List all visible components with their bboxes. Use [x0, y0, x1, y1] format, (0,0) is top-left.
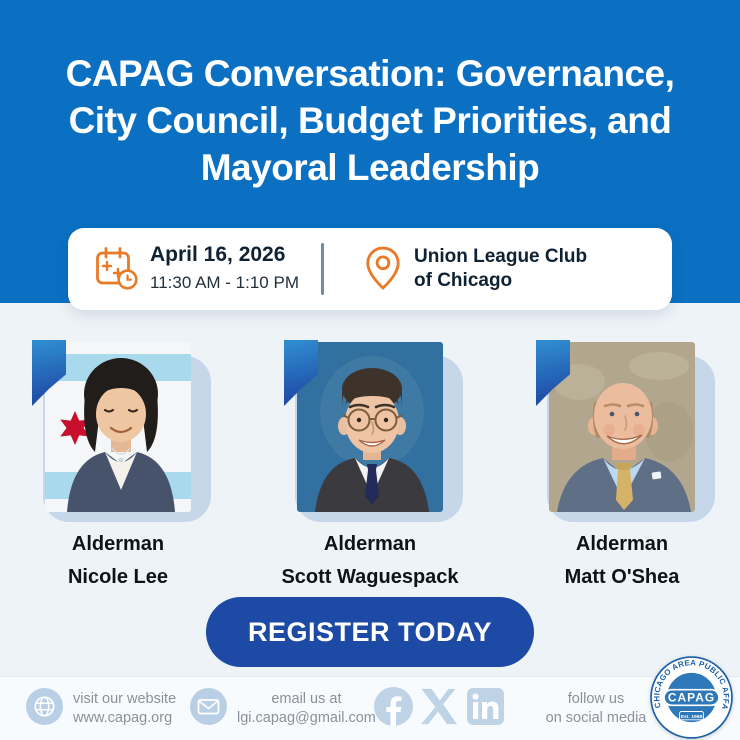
email-text: email us at lgi.capag@gmail.com	[237, 691, 376, 726]
info-divider	[321, 243, 324, 295]
facebook-icon[interactable]	[374, 687, 413, 731]
website-text: visit our website www.capag.org	[73, 691, 177, 726]
speaker-name: Alderman Matt O'Shea	[564, 533, 680, 588]
footer-bar: visit our website www.capag.org email us…	[0, 649, 740, 740]
photo-frame	[32, 340, 211, 522]
speaker-card-matt-oshea: Alderman Matt O'Shea	[512, 340, 732, 594]
speaker-photo	[549, 342, 695, 512]
speaker-photo	[297, 342, 443, 512]
email-link[interactable]: email us at lgi.capag@gmail.com	[190, 677, 376, 740]
calendar-clock-icon	[94, 246, 140, 297]
globe-icon	[26, 688, 63, 730]
envelope-icon	[190, 688, 227, 730]
location-pin-icon	[364, 245, 402, 296]
speaker-card-scott-waguespack: Alderman Scott Waguespack	[260, 340, 480, 594]
speaker-card-nicole-lee: Alderman Nicole Lee	[8, 340, 228, 594]
photo-frame	[284, 340, 463, 522]
event-time: 11:30 AM - 1:10 PM	[150, 273, 299, 292]
speaker-photo	[45, 342, 191, 512]
linkedin-icon[interactable]	[467, 688, 504, 730]
follow-us-text: follow us on social media	[545, 691, 647, 726]
event-info-card: April 16, 2026 11:30 AM - 1:10 PM Union …	[68, 228, 672, 310]
event-venue: Union League Club of Chicago	[414, 246, 588, 291]
logo-est-text: Est. 1968	[681, 714, 703, 720]
photo-frame	[536, 340, 715, 522]
x-icon[interactable]	[420, 688, 460, 730]
speaker-name: Alderman Nicole Lee	[67, 533, 169, 588]
logo-center-text: CAPAG	[668, 691, 715, 705]
title-line-1: CAPAG Conversation: Governance,	[65, 53, 675, 94]
event-title: CAPAG Conversation: Governance, City Cou…	[0, 50, 740, 191]
capag-logo: CHICAGO AREA PUBLIC AFFAIRS GROUP CAPAG …	[647, 649, 733, 739]
title-line-3: Mayoral Leadership	[200, 147, 540, 188]
speaker-name: Alderman Scott Waguespack	[281, 533, 459, 588]
social-icons	[374, 677, 504, 740]
event-date: April 16, 2026	[150, 243, 286, 266]
register-button[interactable]: REGISTER TODAY	[206, 597, 534, 667]
title-line-2: City Council, Budget Priorities, and	[68, 100, 672, 141]
website-link[interactable]: visit our website www.capag.org	[26, 677, 176, 740]
